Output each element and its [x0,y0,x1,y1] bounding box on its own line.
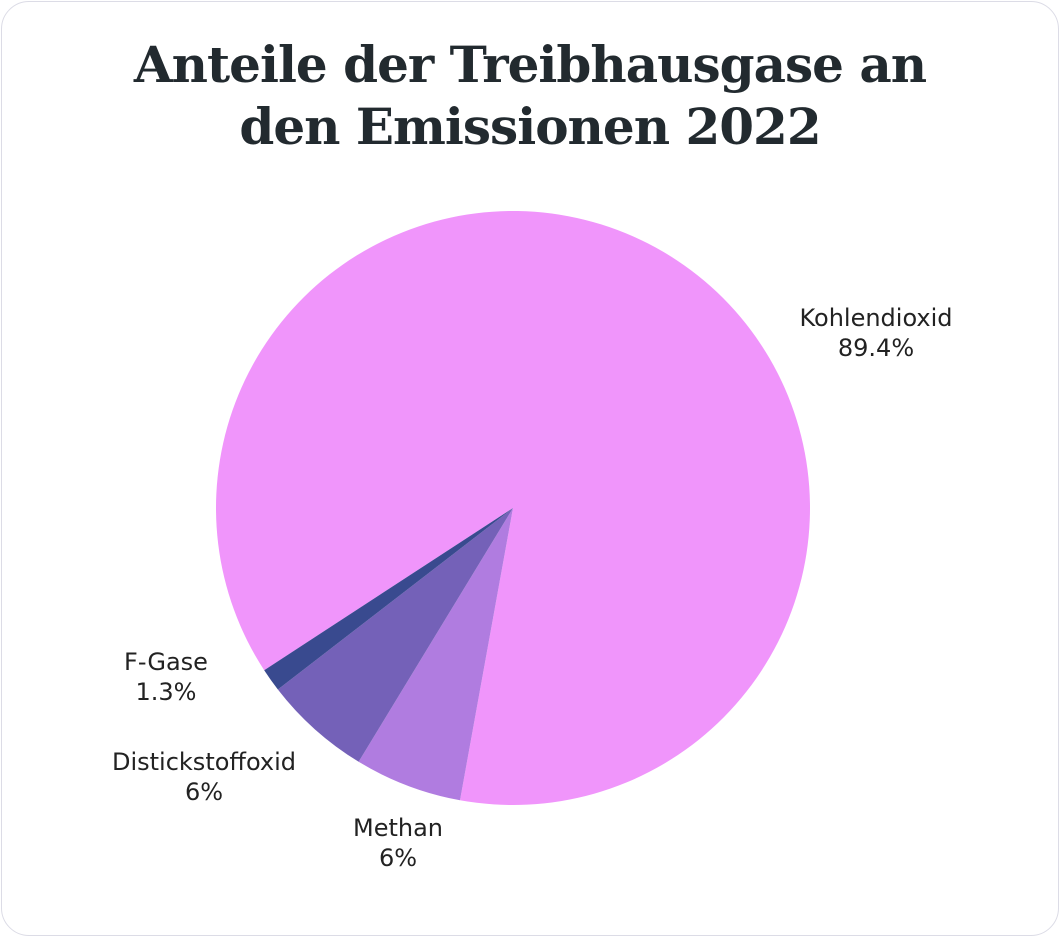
slice-value: 6% [185,778,223,806]
pie-slice [358,508,513,801]
slice-value: 89.4% [838,334,914,362]
chart-title: Anteile der Treibhausgase an den Emissio… [133,35,927,156]
pie-slice [277,508,513,762]
slice-label: F-Gase [124,648,208,676]
slice-value: 6% [379,844,417,872]
slice-label: Kohlendioxid [799,304,952,332]
pie-slice [264,508,513,690]
slice-label: Distickstoffoxid [112,748,296,776]
pie-slice [216,211,811,806]
slice-value: 1.3% [136,678,197,706]
slice-label: Methan [353,814,443,842]
